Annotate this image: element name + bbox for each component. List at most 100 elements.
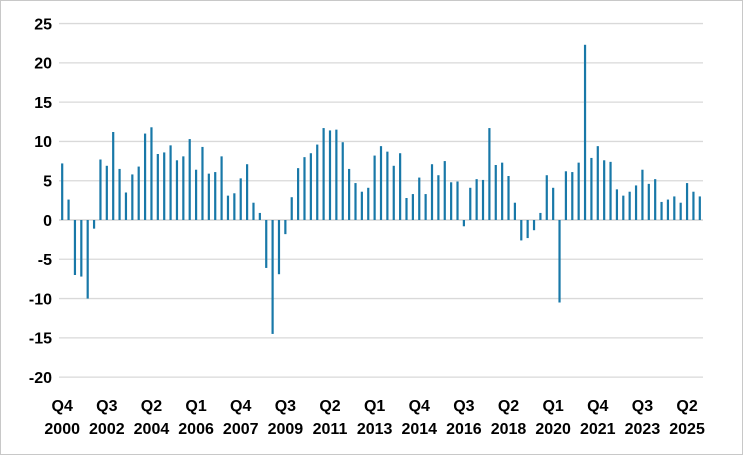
bar-Q3-2019: [539, 212, 542, 220]
bar-Q1-2021: [577, 162, 580, 220]
bar-Q4-2006: [214, 172, 217, 220]
bar-Q2-2003: [124, 192, 128, 220]
bar-Q4-2011: [341, 142, 344, 220]
bar-Q4-2005: [188, 139, 191, 220]
bar-Q2-2001: [73, 220, 77, 275]
bar-Q1-2024: [654, 179, 657, 220]
bar-Q3-2008: [258, 212, 261, 220]
bar-Q1-2023: [628, 191, 631, 220]
bar-Q2-2025: [685, 183, 689, 220]
bar-Q2-2009: [277, 220, 281, 275]
bars-series: [61, 44, 701, 334]
bar-Q4-2012: [367, 187, 370, 220]
bar-Q3-2003: [131, 174, 134, 220]
bar-Q4-2000: [61, 163, 64, 220]
bar-Q2-2013: [379, 146, 383, 220]
y-tick-label-15: 15: [34, 95, 52, 112]
x-tick-quarter-Q4-2007: Q4: [230, 398, 251, 415]
bar-Q3-2002: [105, 165, 108, 220]
x-tick-year-Q3-2009: 2009: [268, 421, 304, 438]
bar-Q2-2011: [328, 130, 332, 220]
bar-Q1-2018: [501, 162, 504, 220]
y-tick-label-25: 25: [34, 16, 52, 33]
bar-Q1-2011: [322, 128, 325, 220]
bar-Q1-2009: [271, 220, 274, 334]
x-tick-year-Q4-2000: 2000: [44, 421, 80, 438]
bar-Q3-2005: [182, 156, 185, 220]
y-tick-label--5: -5: [38, 252, 52, 269]
y-tick-label--10: -10: [29, 291, 52, 308]
bar-Q2-2007: [226, 195, 230, 220]
bar-Q4-2022: [622, 195, 625, 220]
bar-Q2-2010: [303, 157, 306, 220]
bar-Q4-2002: [112, 132, 115, 220]
bar-Q3-2017: [488, 128, 491, 220]
bar-Q1-2017: [475, 179, 478, 220]
bar-Q1-2013: [373, 155, 376, 220]
bar-Q1-2006: [194, 169, 198, 220]
bar-Q4-2014: [418, 177, 421, 220]
x-tick-quarter-Q3-2009: Q3: [275, 398, 296, 415]
x-tick-quarter-Q1-2020: Q1: [542, 398, 563, 415]
x-tick-quarter-Q4-2021: Q4: [587, 398, 608, 415]
bar-Q1-2020: [552, 187, 555, 220]
bar-Q2-2017: [481, 179, 485, 220]
bar-Q4-2003: [137, 166, 140, 220]
x-tick-year-Q2-2018: 2018: [491, 421, 527, 438]
bar-Q4-2019: [545, 175, 548, 220]
bar-Q2-2023: [634, 185, 638, 220]
bar-Q2-2006: [201, 146, 204, 220]
bar-Q2-2024: [660, 201, 663, 220]
bar-Q1-2003: [118, 168, 121, 220]
bar-Q4-2013: [392, 165, 395, 220]
bar-Q1-2022: [603, 160, 606, 220]
x-tick-quarter-Q2-2004: Q2: [141, 398, 162, 415]
bar-Q3-2020: [564, 171, 568, 220]
y-tick-label-0: 0: [43, 213, 52, 230]
bar-Q2-2005: [175, 160, 179, 220]
x-tick-quarter-Q3-2002: Q3: [96, 398, 117, 415]
x-tick-quarter-Q4-2014: Q4: [409, 398, 430, 415]
y-axis-labels: 25 20 15 10 5 0 -5 -10 -15 -20: [29, 16, 52, 387]
bar-Q4-2021: [596, 146, 599, 220]
bar-Q2-2002: [99, 159, 102, 220]
bar-Q3-2009: [284, 220, 287, 235]
bar-Q2-2019: [532, 220, 536, 231]
bar-Q3-2018: [513, 202, 516, 220]
bar-Q3-2006: [207, 173, 210, 220]
bar-Q1-2012: [348, 168, 351, 220]
bar-Q3-2012: [360, 191, 363, 220]
bar-Q4-2007: [239, 178, 242, 220]
bar-Q3-2007: [233, 193, 236, 220]
bar-Q2-2015: [430, 164, 434, 220]
x-tick-year-Q1-2006: 2006: [178, 421, 214, 438]
bar-Q3-2010: [309, 153, 312, 220]
x-tick-quarter-Q4-2000: Q4: [52, 398, 73, 415]
x-tick-year-Q2-2025: 2025: [669, 421, 705, 438]
bar-Q3-2021: [590, 157, 593, 220]
bar-Q2-2014: [405, 198, 408, 220]
x-tick-year-Q3-2016: 2016: [446, 421, 482, 438]
bar-Q4-2025: [698, 196, 701, 220]
bar-Q4-2023: [647, 183, 650, 220]
bar-Q1-2008: [246, 164, 249, 220]
x-tick-year-Q4-2021: 2021: [580, 421, 616, 438]
bar-Q4-2018: [520, 220, 523, 241]
y-tick-label--20: -20: [29, 370, 52, 387]
bar-Q3-2013: [386, 151, 389, 220]
bar-Q1-2001: [67, 199, 70, 220]
bar-Q2-2012: [354, 183, 357, 220]
y-tick-label-10: 10: [34, 134, 52, 151]
bar-Q3-2004: [156, 154, 159, 220]
bar-Q4-2015: [443, 161, 446, 220]
y-tick-label-20: 20: [34, 56, 52, 73]
bar-Q3-2015: [437, 175, 440, 220]
x-tick-quarter-Q3-2023: Q3: [632, 398, 653, 415]
x-tick-quarter-Q1-2013: Q1: [364, 398, 385, 415]
x-tick-quarter-Q2-2011: Q2: [319, 398, 340, 415]
x-tick-quarter-Q2-2025: Q2: [676, 398, 697, 415]
bar-Q2-2020: [558, 220, 561, 303]
bar-Q4-2016: [469, 187, 472, 220]
